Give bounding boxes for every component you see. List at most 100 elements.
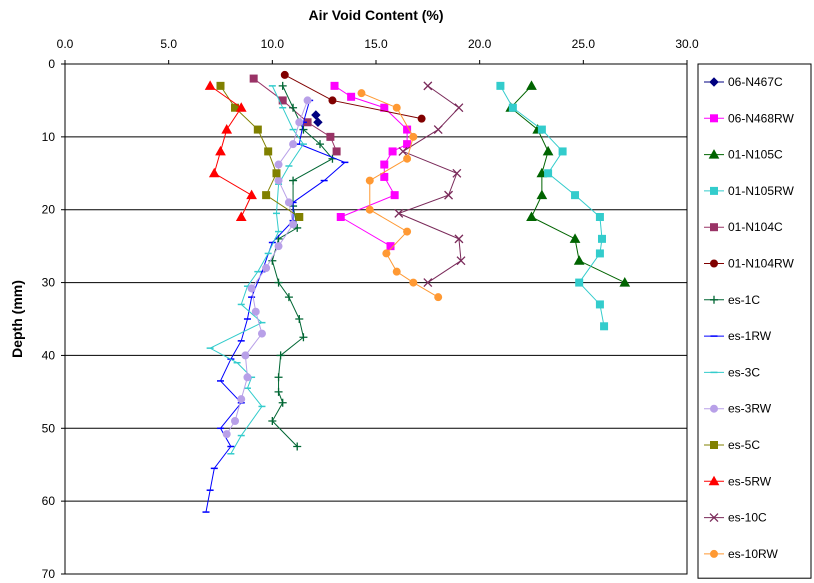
- legend-label: es-5C: [728, 438, 760, 452]
- legend-label: es-3C: [728, 365, 760, 379]
- legend-item: 01-N104C: [704, 220, 783, 234]
- x-axis-title: Air Void Content (%): [308, 7, 443, 23]
- legend-swatch-marker: [710, 441, 718, 449]
- data-point: [268, 417, 277, 425]
- legend-item: es-3C: [704, 365, 760, 379]
- data-point: [365, 205, 374, 214]
- data-point: [392, 103, 401, 112]
- data-point: [365, 176, 374, 185]
- data-point: [231, 417, 240, 425]
- data-point: [508, 103, 517, 112]
- legend-swatch-marker: [710, 223, 718, 232]
- data-point: [249, 74, 258, 83]
- y-tick-label: 0: [48, 57, 55, 71]
- data-point: [313, 117, 323, 127]
- plot-area: [64, 63, 688, 575]
- data-point: [278, 398, 287, 407]
- data-point: [289, 103, 298, 112]
- y-tick-label: 50: [42, 421, 56, 435]
- legend-item: 06-N467C: [704, 75, 783, 89]
- data-point: [357, 89, 366, 98]
- data-point: [222, 430, 231, 439]
- series-es-3rw: [222, 96, 312, 439]
- legend-item: es-1RW: [704, 329, 772, 343]
- legend-swatch-marker: [710, 295, 718, 304]
- data-point: [454, 234, 464, 244]
- data-point: [262, 264, 271, 272]
- data-point: [571, 191, 580, 200]
- data-point: [332, 147, 341, 156]
- y-tick-label: 70: [42, 567, 56, 581]
- data-point: [544, 169, 553, 178]
- legend-item: es-3RW: [704, 402, 772, 416]
- data-point: [274, 278, 283, 287]
- data-point: [247, 284, 256, 293]
- legend-item: es-5RW: [704, 474, 772, 488]
- data-point: [536, 189, 548, 200]
- legend-item: 01-N105C: [704, 148, 783, 162]
- legend-swatch-marker: [710, 186, 718, 195]
- data-point: [382, 249, 391, 258]
- data-point: [347, 92, 356, 101]
- x-tick-label: 10.0: [261, 37, 285, 51]
- legend-item: 01-N104RW: [704, 257, 794, 271]
- data-point: [390, 191, 399, 200]
- series-line: [361, 92, 439, 298]
- x-tick-label: 15.0: [364, 37, 388, 51]
- data-point: [243, 373, 252, 382]
- data-point: [456, 256, 466, 266]
- legend-label: es-10C: [728, 511, 767, 525]
- data-point: [299, 333, 308, 342]
- data-point: [434, 293, 443, 302]
- y-axis-title: Depth (mm): [9, 280, 25, 358]
- legend-label: es-1RW: [728, 329, 772, 343]
- series-06-n468rw: [330, 81, 412, 251]
- data-point: [619, 277, 631, 287]
- legend-label: es-10RW: [728, 547, 778, 561]
- data-point: [595, 213, 604, 221]
- data-point: [289, 140, 298, 149]
- data-point: [496, 81, 505, 90]
- legend-item: 06-N468RW: [704, 111, 794, 125]
- legend-item: es-10RW: [704, 547, 778, 561]
- grid-lines: [65, 136, 687, 502]
- legend-swatch-marker: [709, 77, 719, 87]
- data-point: [295, 213, 304, 221]
- data-point: [274, 242, 283, 251]
- data-point: [423, 81, 433, 91]
- series-line: [397, 85, 462, 283]
- data-point: [246, 189, 257, 200]
- legend-label: es-3RW: [728, 402, 772, 416]
- series-es-3c: [206, 85, 307, 455]
- legend-swatch-marker: [708, 475, 720, 486]
- series-line: [510, 85, 626, 284]
- x-tick-label: 5.0: [160, 37, 177, 51]
- data-point: [251, 307, 260, 316]
- y-tick-label: 10: [42, 130, 56, 144]
- legend-label: 01-N104RW: [728, 257, 794, 271]
- data-point: [204, 80, 216, 90]
- data-point: [208, 167, 220, 178]
- legend-item: 01-N105RW: [704, 184, 794, 198]
- data-point: [452, 168, 462, 178]
- series-01-n104rw: [280, 70, 426, 123]
- data-point: [526, 80, 537, 90]
- legend-swatch-marker: [709, 513, 719, 523]
- x-tick-label: 30.0: [675, 37, 699, 51]
- data-point: [264, 147, 273, 156]
- legend-item: es-1C: [704, 293, 760, 307]
- data-point: [537, 125, 546, 134]
- series-layer: [202, 70, 631, 513]
- data-point: [280, 70, 289, 79]
- y-tick-label: 40: [42, 348, 56, 362]
- data-point: [216, 81, 225, 90]
- data-point: [328, 96, 337, 105]
- series-line: [205, 100, 346, 513]
- data-point: [284, 293, 293, 302]
- data-point: [276, 351, 285, 360]
- data-point: [403, 227, 412, 236]
- data-point: [241, 351, 250, 360]
- data-point: [409, 132, 418, 141]
- data-point: [235, 102, 247, 112]
